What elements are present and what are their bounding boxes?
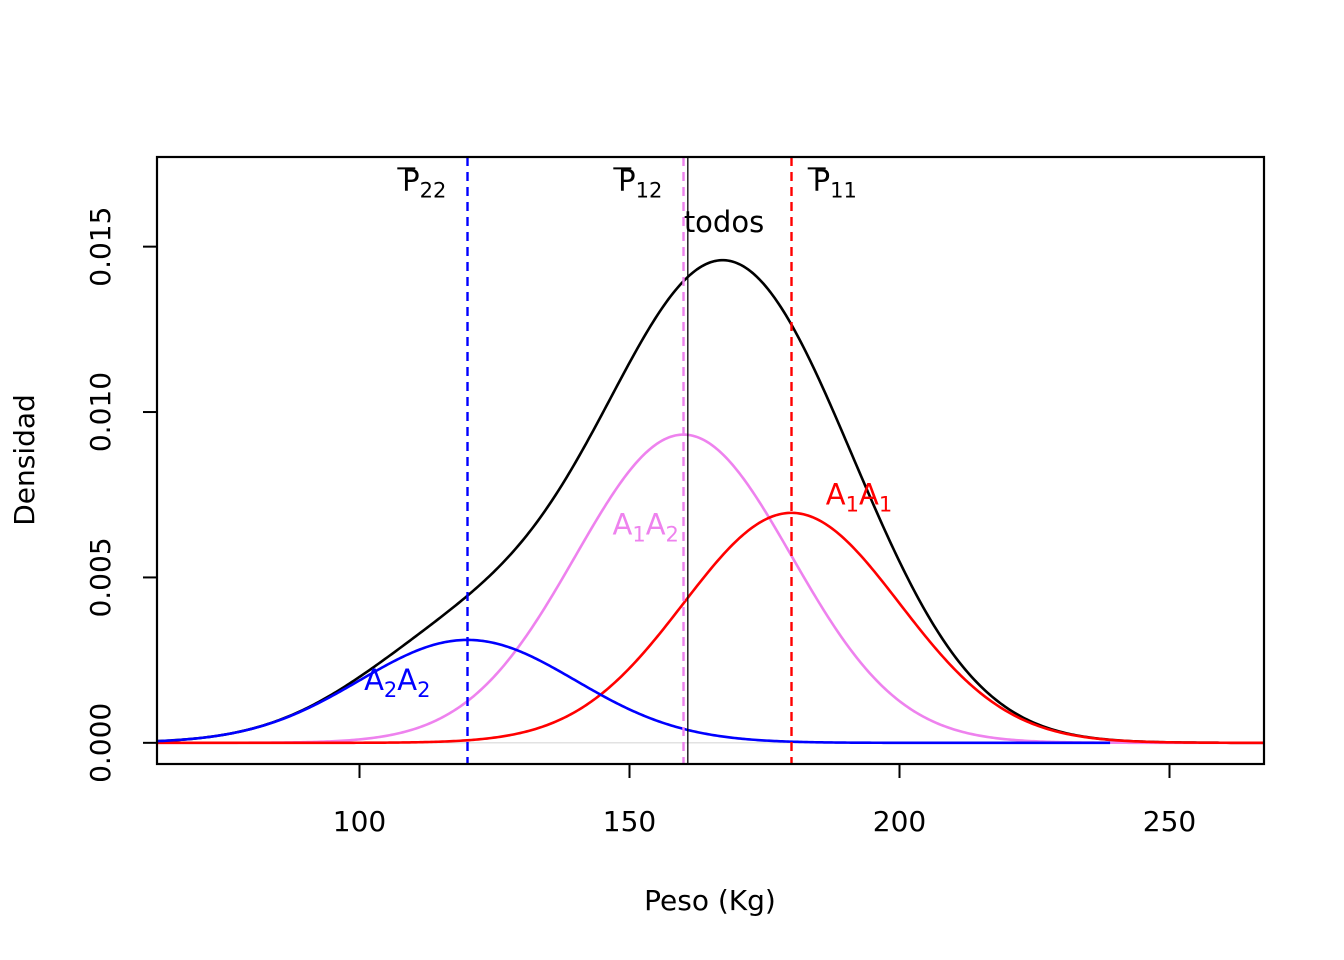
series-line-a1a1 (157, 511, 1264, 745)
curves-layer (156, 258, 1264, 745)
x-axis-title: Peso (Kg) (644, 884, 776, 917)
annotation-a1a2: A1A2 (612, 507, 678, 546)
y-tick-label-2: 0.010 (84, 372, 117, 452)
annotations-layer: todos A1A2 A1A1 A2A2 P22 P12 P11 (364, 163, 892, 701)
annotation-p22: P22 (402, 163, 446, 202)
annotation-a2a2: A2A2 (364, 663, 430, 702)
axes-layer: 100 150 200 250 0.000 0.005 0.010 0.015 (84, 207, 1196, 838)
x-tick-label-200: 200 (873, 805, 926, 838)
y-tick-label-1: 0.005 (84, 537, 117, 617)
y-axis-title: Densidad (8, 394, 41, 526)
y-tick-label-3: 0.015 (84, 207, 117, 287)
series-line-a1a2 (157, 433, 1264, 745)
annotation-todos: todos (684, 205, 764, 239)
annotation-p11: P11 (813, 163, 857, 202)
annotation-p12: P12 (618, 163, 662, 202)
annotation-a1a1: A1A1 (826, 478, 892, 517)
x-tick-label-100: 100 (333, 805, 386, 838)
series-line-todos (156, 258, 1264, 745)
vlines-layer (466, 157, 793, 764)
y-tick-label-0: 0.000 (84, 703, 117, 783)
series-line-a2a2 (156, 638, 1111, 745)
x-tick-label-150: 150 (603, 805, 656, 838)
x-tick-label-250: 250 (1143, 805, 1196, 838)
plot-frame (155, 155, 1266, 766)
